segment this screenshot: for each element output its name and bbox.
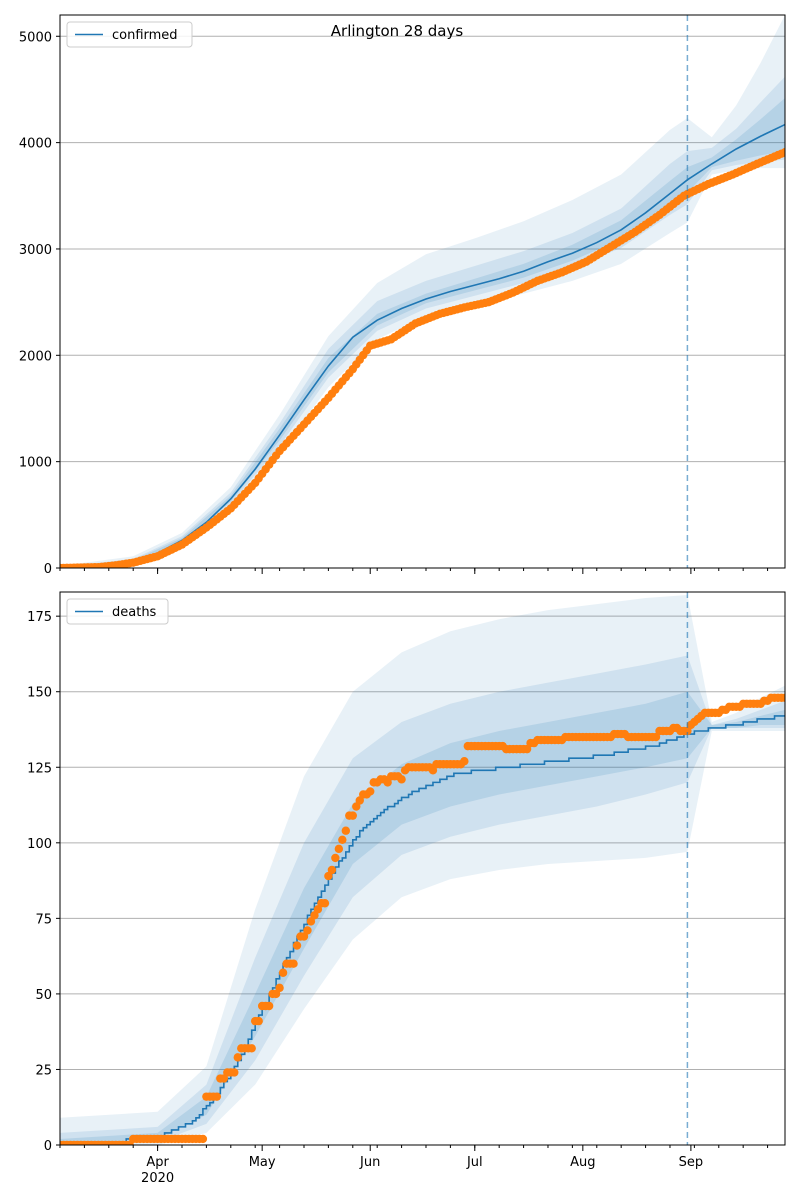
uncertainty-band-inner xyxy=(60,691,785,1145)
x-tick-label: Aug xyxy=(570,1155,595,1170)
y-tick-label: 25 xyxy=(35,1063,52,1078)
observed-point xyxy=(264,1001,274,1011)
uncertainty-band-outer xyxy=(60,15,785,568)
axes-frame xyxy=(59,591,786,1146)
x-tick-label: May xyxy=(249,1155,276,1170)
model-median-line xyxy=(60,715,785,1145)
observed-point xyxy=(780,147,785,157)
y-tick-label: 150 xyxy=(27,686,52,701)
legend-box xyxy=(66,598,169,625)
observed-point xyxy=(331,853,340,863)
x-tick-label: Apr xyxy=(146,1155,169,1170)
observed-point xyxy=(275,983,284,993)
observed-point xyxy=(338,835,347,844)
axes-frame xyxy=(59,14,786,569)
y-tick-label: 0 xyxy=(44,1139,52,1154)
observed-point xyxy=(198,1134,208,1144)
y-tick-label: 75 xyxy=(35,912,52,927)
y-tick-label: 0 xyxy=(44,562,52,577)
observed-point xyxy=(212,1092,222,1101)
legend-box xyxy=(66,21,193,48)
y-tick-label: 175 xyxy=(27,610,52,625)
legend: deaths xyxy=(66,598,169,625)
observed-point xyxy=(278,968,288,977)
observed-point xyxy=(341,826,351,835)
observed-point xyxy=(327,865,337,875)
legend: confirmed xyxy=(66,21,193,48)
y-tick-label: 5000 xyxy=(19,30,52,45)
y-tick-label: 125 xyxy=(27,761,52,776)
observed-point xyxy=(334,844,344,854)
observed-point xyxy=(780,693,785,702)
y-tick-label: 1000 xyxy=(19,456,52,471)
observed-point xyxy=(303,926,312,935)
y-tick-label: 100 xyxy=(27,837,52,852)
y-tick-label: 2000 xyxy=(19,349,52,364)
x-tick-label: Jun xyxy=(359,1155,380,1170)
uncertainty-band-middle xyxy=(60,655,785,1145)
observed-point xyxy=(230,1068,239,1077)
observed-point xyxy=(320,899,330,908)
plot-area xyxy=(60,15,785,568)
y-tick-label: 3000 xyxy=(19,243,52,258)
plot-area xyxy=(60,595,785,1145)
deaths-panel: 0 25 50 75 100 125 150 175 Apr May Jun Jul Aug Sep 202… xyxy=(27,591,786,1186)
observed-point xyxy=(289,959,298,968)
x-tick-label: Sep xyxy=(679,1155,704,1170)
legend-label: confirmed xyxy=(112,28,178,43)
y-tick-label: 4000 xyxy=(19,137,52,152)
observed-point xyxy=(397,775,406,784)
observed-point xyxy=(366,787,375,796)
x-year-label: 2020 xyxy=(141,1171,174,1186)
y-tick-label: 50 xyxy=(35,988,52,1003)
observed-point xyxy=(292,941,302,950)
x-tick-label: Jul xyxy=(466,1155,483,1170)
observed-point xyxy=(254,1016,263,1026)
uncertainty-band-outer xyxy=(60,595,785,1145)
legend-label: deaths xyxy=(112,605,157,620)
observed-point xyxy=(460,757,469,766)
confirmed-panel: 0 1000 2000 3000 4000 5000 confirmed xyxy=(19,14,786,577)
chart-title: Arlington 28 days xyxy=(331,22,464,40)
model-median-line xyxy=(60,123,785,568)
observed-point xyxy=(233,1053,242,1062)
observed-point xyxy=(247,1044,256,1053)
observed-point xyxy=(348,811,357,820)
